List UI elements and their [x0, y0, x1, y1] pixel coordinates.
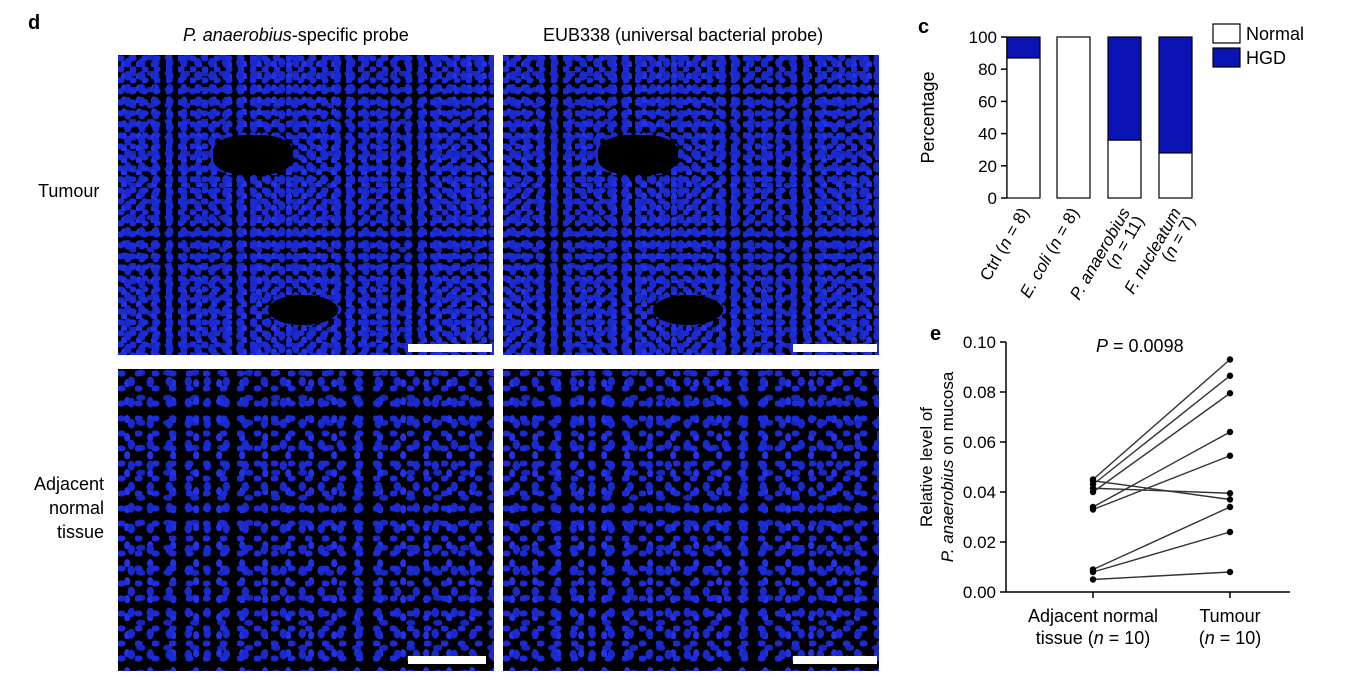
- y-tick-label: 0.00: [963, 583, 996, 602]
- y-tick-label: 0: [988, 189, 997, 208]
- scale-bar: [408, 344, 492, 352]
- micrograph-tumour-pa-probe: [118, 55, 494, 355]
- column-title-pa-rest: -specific probe: [291, 25, 409, 45]
- x-tick-label-0: Ctrl (n = 8): [976, 205, 1033, 284]
- panel-e-letter: e: [930, 323, 941, 345]
- lumen-region: [268, 295, 338, 325]
- y-axis-title: Percentage: [918, 71, 938, 163]
- lumen-region: [213, 135, 293, 175]
- row-label-adjacent-normal: Adjacent normal tissue: [20, 472, 104, 544]
- legend-swatch-hgd: [1212, 47, 1241, 68]
- legend: Normal HGD: [1212, 23, 1304, 68]
- bar-hgd-2: [1107, 36, 1142, 141]
- paired-lines: [1092, 358, 1231, 581]
- y-axis: 0 20 40 60 80 100 Percentage: [918, 28, 1008, 208]
- panel-d-letter: d: [28, 12, 41, 34]
- lumen-region: [653, 295, 723, 325]
- pair-line-9: [1092, 571, 1231, 581]
- point-tumour-4: [1226, 452, 1234, 459]
- bar-hgd-0: [1006, 36, 1041, 59]
- row-label-tumour: Tumour: [38, 181, 100, 201]
- y-axis-label: Relative level of P. anaerobius on mucosa: [917, 371, 957, 562]
- bar-hgd-3: [1158, 36, 1193, 154]
- row-label-line-2: normal: [48, 498, 104, 518]
- panel-c-letter: c: [918, 16, 929, 38]
- bar-normal-1: [1056, 36, 1091, 199]
- y-axis-title-line-1: Relative level of: [917, 407, 936, 527]
- column-title-eub338: EUB338 (universal bacterial probe): [543, 25, 824, 45]
- bars: [1006, 36, 1193, 199]
- y-axis-title-line-2: P. anaerobius on mucosa: [938, 371, 957, 562]
- row-label-line-1: Adjacent: [33, 474, 104, 494]
- scale-bar: [793, 656, 877, 664]
- y-tick-label: 20: [978, 157, 997, 176]
- point-tumour-9: [1226, 568, 1234, 576]
- legend-swatch-normal: [1212, 23, 1241, 44]
- p-value-annotation: P = 0.0098: [1096, 336, 1184, 356]
- micrograph-tumour-eub338: [503, 55, 879, 355]
- point-adjacent-6: [1089, 477, 1097, 484]
- x-tick-label-0: Adjacent normal: [1028, 606, 1158, 626]
- pair-line-3: [1092, 431, 1231, 508]
- pair-line-0: [1092, 358, 1231, 481]
- pair-line-8: [1092, 531, 1231, 573]
- y-axis: 0.00 0.02 0.04 0.06 0.08 0.10: [963, 333, 1007, 602]
- point-tumour-5: [1226, 490, 1234, 497]
- y-tick-label: 0.02: [963, 533, 996, 552]
- x-tick-label-1: Tumour: [1199, 606, 1260, 626]
- point-adjacent-9: [1089, 576, 1097, 583]
- micrograph-normal-eub338: [503, 369, 879, 671]
- point-adjacent-5: [1089, 485, 1097, 492]
- x-tick-labels: Ctrl (n = 8)E. coli (n = 8)P. anaerobius…: [976, 204, 1199, 303]
- chart-panel-c: c 0 20 40 60 80 100 Percentage Ctrl (n = 8)E. …: [918, 16, 1304, 303]
- pair-line-4: [1092, 455, 1231, 511]
- pair-line-6: [1092, 480, 1231, 501]
- y-tick-label: 0.04: [963, 483, 996, 502]
- point-tumour-3: [1226, 428, 1234, 436]
- x-tick-label-0: tissue (n = 10): [1036, 628, 1151, 648]
- scale-bar: [793, 344, 877, 352]
- point-tumour-7: [1226, 503, 1234, 511]
- pair-line-1: [1092, 375, 1231, 486]
- micrograph-normal-pa-probe: [118, 369, 494, 671]
- legend-label-hgd: HGD: [1246, 48, 1286, 68]
- y-tick-label: 100: [969, 28, 997, 47]
- data-points: [1089, 356, 1234, 583]
- column-title-pa-probe: P. anaerobius-specific probe: [183, 25, 409, 46]
- y-tick-label: 0.10: [963, 333, 996, 352]
- legend-label-normal: Normal: [1246, 24, 1304, 44]
- pair-line-7: [1092, 506, 1231, 571]
- pair-line-2: [1092, 392, 1231, 493]
- row-label-line-3: tissue: [56, 522, 104, 542]
- point-tumour-6: [1226, 496, 1234, 503]
- bar-normal-2: [1107, 139, 1142, 199]
- bar-normal-0: [1006, 57, 1041, 199]
- y-tick-label: 0.08: [963, 383, 996, 402]
- point-tumour-0: [1226, 356, 1234, 363]
- point-tumour-1: [1226, 372, 1234, 379]
- y-tick-label: 60: [978, 92, 997, 111]
- y-tick-label: 80: [978, 60, 997, 79]
- point-tumour-8: [1226, 528, 1234, 536]
- x-tick-label-1: (n = 10): [1199, 628, 1262, 648]
- lumen-region: [598, 135, 678, 175]
- y-tick-label: 0.06: [963, 433, 996, 452]
- point-tumour-2: [1226, 390, 1234, 397]
- chart-panel-e: e Relative level of P. anaerobius on muco…: [917, 323, 1290, 648]
- bar-normal-3: [1158, 152, 1193, 199]
- y-tick-label: 40: [978, 125, 997, 144]
- scale-bar: [408, 656, 486, 664]
- column-title-pa-italic: P. anaerobius: [183, 25, 292, 45]
- point-adjacent-8: [1089, 568, 1097, 576]
- point-adjacent-4: [1089, 506, 1097, 513]
